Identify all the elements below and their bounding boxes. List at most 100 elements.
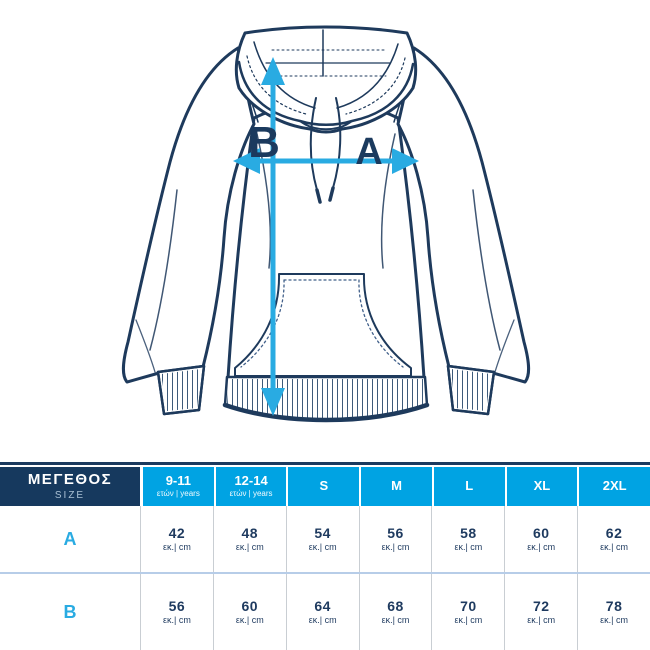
measurement-value: 62 bbox=[605, 525, 623, 542]
measurement-value: 54 bbox=[314, 525, 331, 542]
hoodie-diagram: B A bbox=[121, 25, 531, 423]
table-top-border bbox=[0, 462, 650, 465]
drawstring-left-aglet bbox=[315, 188, 322, 204]
column-header-s: S bbox=[288, 467, 362, 506]
measurement-cell: 78 εκ.| cm bbox=[577, 574, 650, 650]
measurement-value: 56 bbox=[387, 525, 404, 542]
horizontal-measure-arrow bbox=[250, 158, 402, 164]
arrow-left-head bbox=[233, 148, 260, 174]
column-header-label: M bbox=[391, 478, 402, 494]
collar-roll bbox=[237, 60, 415, 126]
hoodie-drawing: B A bbox=[121, 25, 531, 423]
row-separator bbox=[0, 572, 650, 574]
size-header-cell: ΜΕΓΕΘΟΣ SIZE bbox=[0, 467, 143, 506]
measure-label-b: B bbox=[248, 118, 280, 167]
size-label-english: SIZE bbox=[54, 489, 86, 501]
collar-dip bbox=[299, 120, 353, 131]
row-label-a: A bbox=[63, 528, 77, 549]
measurement-value: 42 bbox=[168, 525, 186, 542]
column-header-sublabel: ετών | years bbox=[156, 488, 200, 498]
drawstring-right bbox=[332, 97, 342, 189]
measurement-row-a: A 42 εκ.| cm 48 εκ.| cm 54 εκ.| cm 56 εκ.| cm 58… bbox=[0, 506, 650, 572]
row-label-b: B bbox=[63, 601, 77, 622]
measurement-cell: 56 εκ.| cm bbox=[358, 506, 432, 572]
measurement-unit: εκ.| cm bbox=[600, 542, 629, 553]
measurement-value: 60 bbox=[532, 525, 550, 542]
column-header-12-14: 12-14 ετών | years bbox=[215, 467, 289, 506]
left-sleeve-crease-2 bbox=[135, 319, 156, 373]
column-header-sublabel: ετών | years bbox=[229, 488, 273, 498]
hem-bottom-edge bbox=[222, 402, 430, 423]
column-header-l: L bbox=[433, 467, 507, 506]
measurement-value: 60 bbox=[241, 598, 259, 615]
arrow-up-head bbox=[261, 57, 285, 85]
measurement-cell: 48 εκ.| cm bbox=[212, 506, 286, 572]
left-armpit-crease bbox=[256, 133, 272, 269]
column-header-label: 2XL bbox=[602, 478, 627, 494]
table-header-row: ΜΕΓΕΘΟΣ SIZE 9-11 ετών | years 12-14 ετών |… bbox=[0, 467, 650, 506]
measurement-value: 72 bbox=[532, 598, 550, 615]
measurement-unit: εκ.| cm bbox=[454, 542, 483, 553]
measurement-arrows bbox=[233, 57, 419, 416]
right-sleeve bbox=[396, 46, 531, 384]
column-header-label: L bbox=[465, 478, 474, 494]
size-table: ΜΕΓΕΘΟΣ SIZE 9-11 ετών | years 12-14 ετών |… bbox=[0, 462, 650, 650]
measurement-value: 68 bbox=[387, 598, 404, 615]
measurement-value: 70 bbox=[460, 598, 477, 615]
vertical-measure-arrow bbox=[270, 78, 276, 392]
arrow-down-head bbox=[261, 388, 285, 416]
measurement-unit: εκ.| cm bbox=[163, 615, 191, 626]
right-sleeve-crease bbox=[472, 189, 501, 351]
hood-left-fold bbox=[253, 41, 316, 109]
measurement-unit: εκ.| cm bbox=[600, 615, 629, 626]
right-sleeve-crease-2 bbox=[494, 319, 515, 373]
hood-right-fold bbox=[336, 43, 399, 109]
measurement-value: 64 bbox=[314, 598, 331, 615]
column-header-2xl: 2XL bbox=[579, 467, 650, 506]
column-header-label: 12-14 bbox=[234, 473, 268, 489]
measurement-unit: εκ.| cm bbox=[381, 542, 410, 553]
measurement-unit: εκ.| cm bbox=[527, 542, 556, 553]
column-header-m: M bbox=[361, 467, 434, 506]
measurement-cell: 54 εκ.| cm bbox=[285, 506, 359, 572]
column-header-9-11: 9-11 ετών | years bbox=[143, 467, 216, 506]
measurement-unit: εκ.| cm bbox=[381, 615, 410, 626]
measurement-cell: 60 εκ.| cm bbox=[212, 574, 286, 650]
measurement-value: 58 bbox=[460, 525, 477, 542]
hood bbox=[234, 25, 418, 134]
size-label-greek: ΜΕΓΕΘΟΣ bbox=[27, 471, 113, 489]
measurement-cell: 70 εκ.| cm bbox=[431, 574, 504, 650]
row-a-cells: 42 εκ.| cm 48 εκ.| cm 54 εκ.| cm 56 εκ.| cm 58 εκ… bbox=[140, 506, 650, 572]
measurement-cell: 64 εκ.| cm bbox=[285, 574, 359, 650]
drawstring-right-aglet bbox=[328, 186, 335, 202]
measurement-unit: εκ.| cm bbox=[163, 542, 191, 553]
left-sleeve-crease bbox=[149, 189, 178, 351]
row-b-cells: 56 εκ.| cm 60 εκ.| cm 64 εκ.| cm 68 εκ.| cm 70 εκ… bbox=[140, 574, 650, 650]
measurement-value: 48 bbox=[241, 525, 259, 542]
measurement-cell: 60 εκ.| cm bbox=[504, 506, 577, 572]
collar-stitch-left bbox=[246, 55, 307, 115]
measurement-unit: εκ.| cm bbox=[308, 542, 337, 553]
measurement-cell: 62 εκ.| cm bbox=[577, 506, 650, 572]
column-header-label: S bbox=[319, 478, 329, 494]
right-armpit-crease bbox=[380, 133, 396, 269]
arrow-right-head bbox=[392, 148, 419, 174]
column-header-label: XL bbox=[533, 478, 551, 494]
measurement-cell: 56 εκ.| cm bbox=[140, 574, 213, 650]
measurement-row-b: B 56 εκ.| cm 60 εκ.| cm 64 εκ.| cm 68 εκ.| cm 70… bbox=[0, 574, 650, 650]
left-sleeve bbox=[121, 46, 256, 384]
drawstring-left bbox=[309, 97, 318, 191]
measurement-cell: 42 εκ.| cm bbox=[140, 506, 213, 572]
measurement-unit: εκ.| cm bbox=[235, 542, 264, 553]
measure-label-a: A bbox=[355, 131, 382, 173]
measurement-value: 56 bbox=[168, 598, 186, 615]
measurement-value: 78 bbox=[605, 598, 623, 615]
measurement-cell: 58 εκ.| cm bbox=[431, 506, 504, 572]
column-header-xl: XL bbox=[506, 467, 580, 506]
measurement-cell: 72 εκ.| cm bbox=[504, 574, 577, 650]
measurement-unit: εκ.| cm bbox=[308, 615, 337, 626]
column-header-label: 9-11 bbox=[165, 473, 192, 489]
measurement-unit: εκ.| cm bbox=[235, 615, 264, 626]
measurement-unit: εκ.| cm bbox=[527, 615, 556, 626]
